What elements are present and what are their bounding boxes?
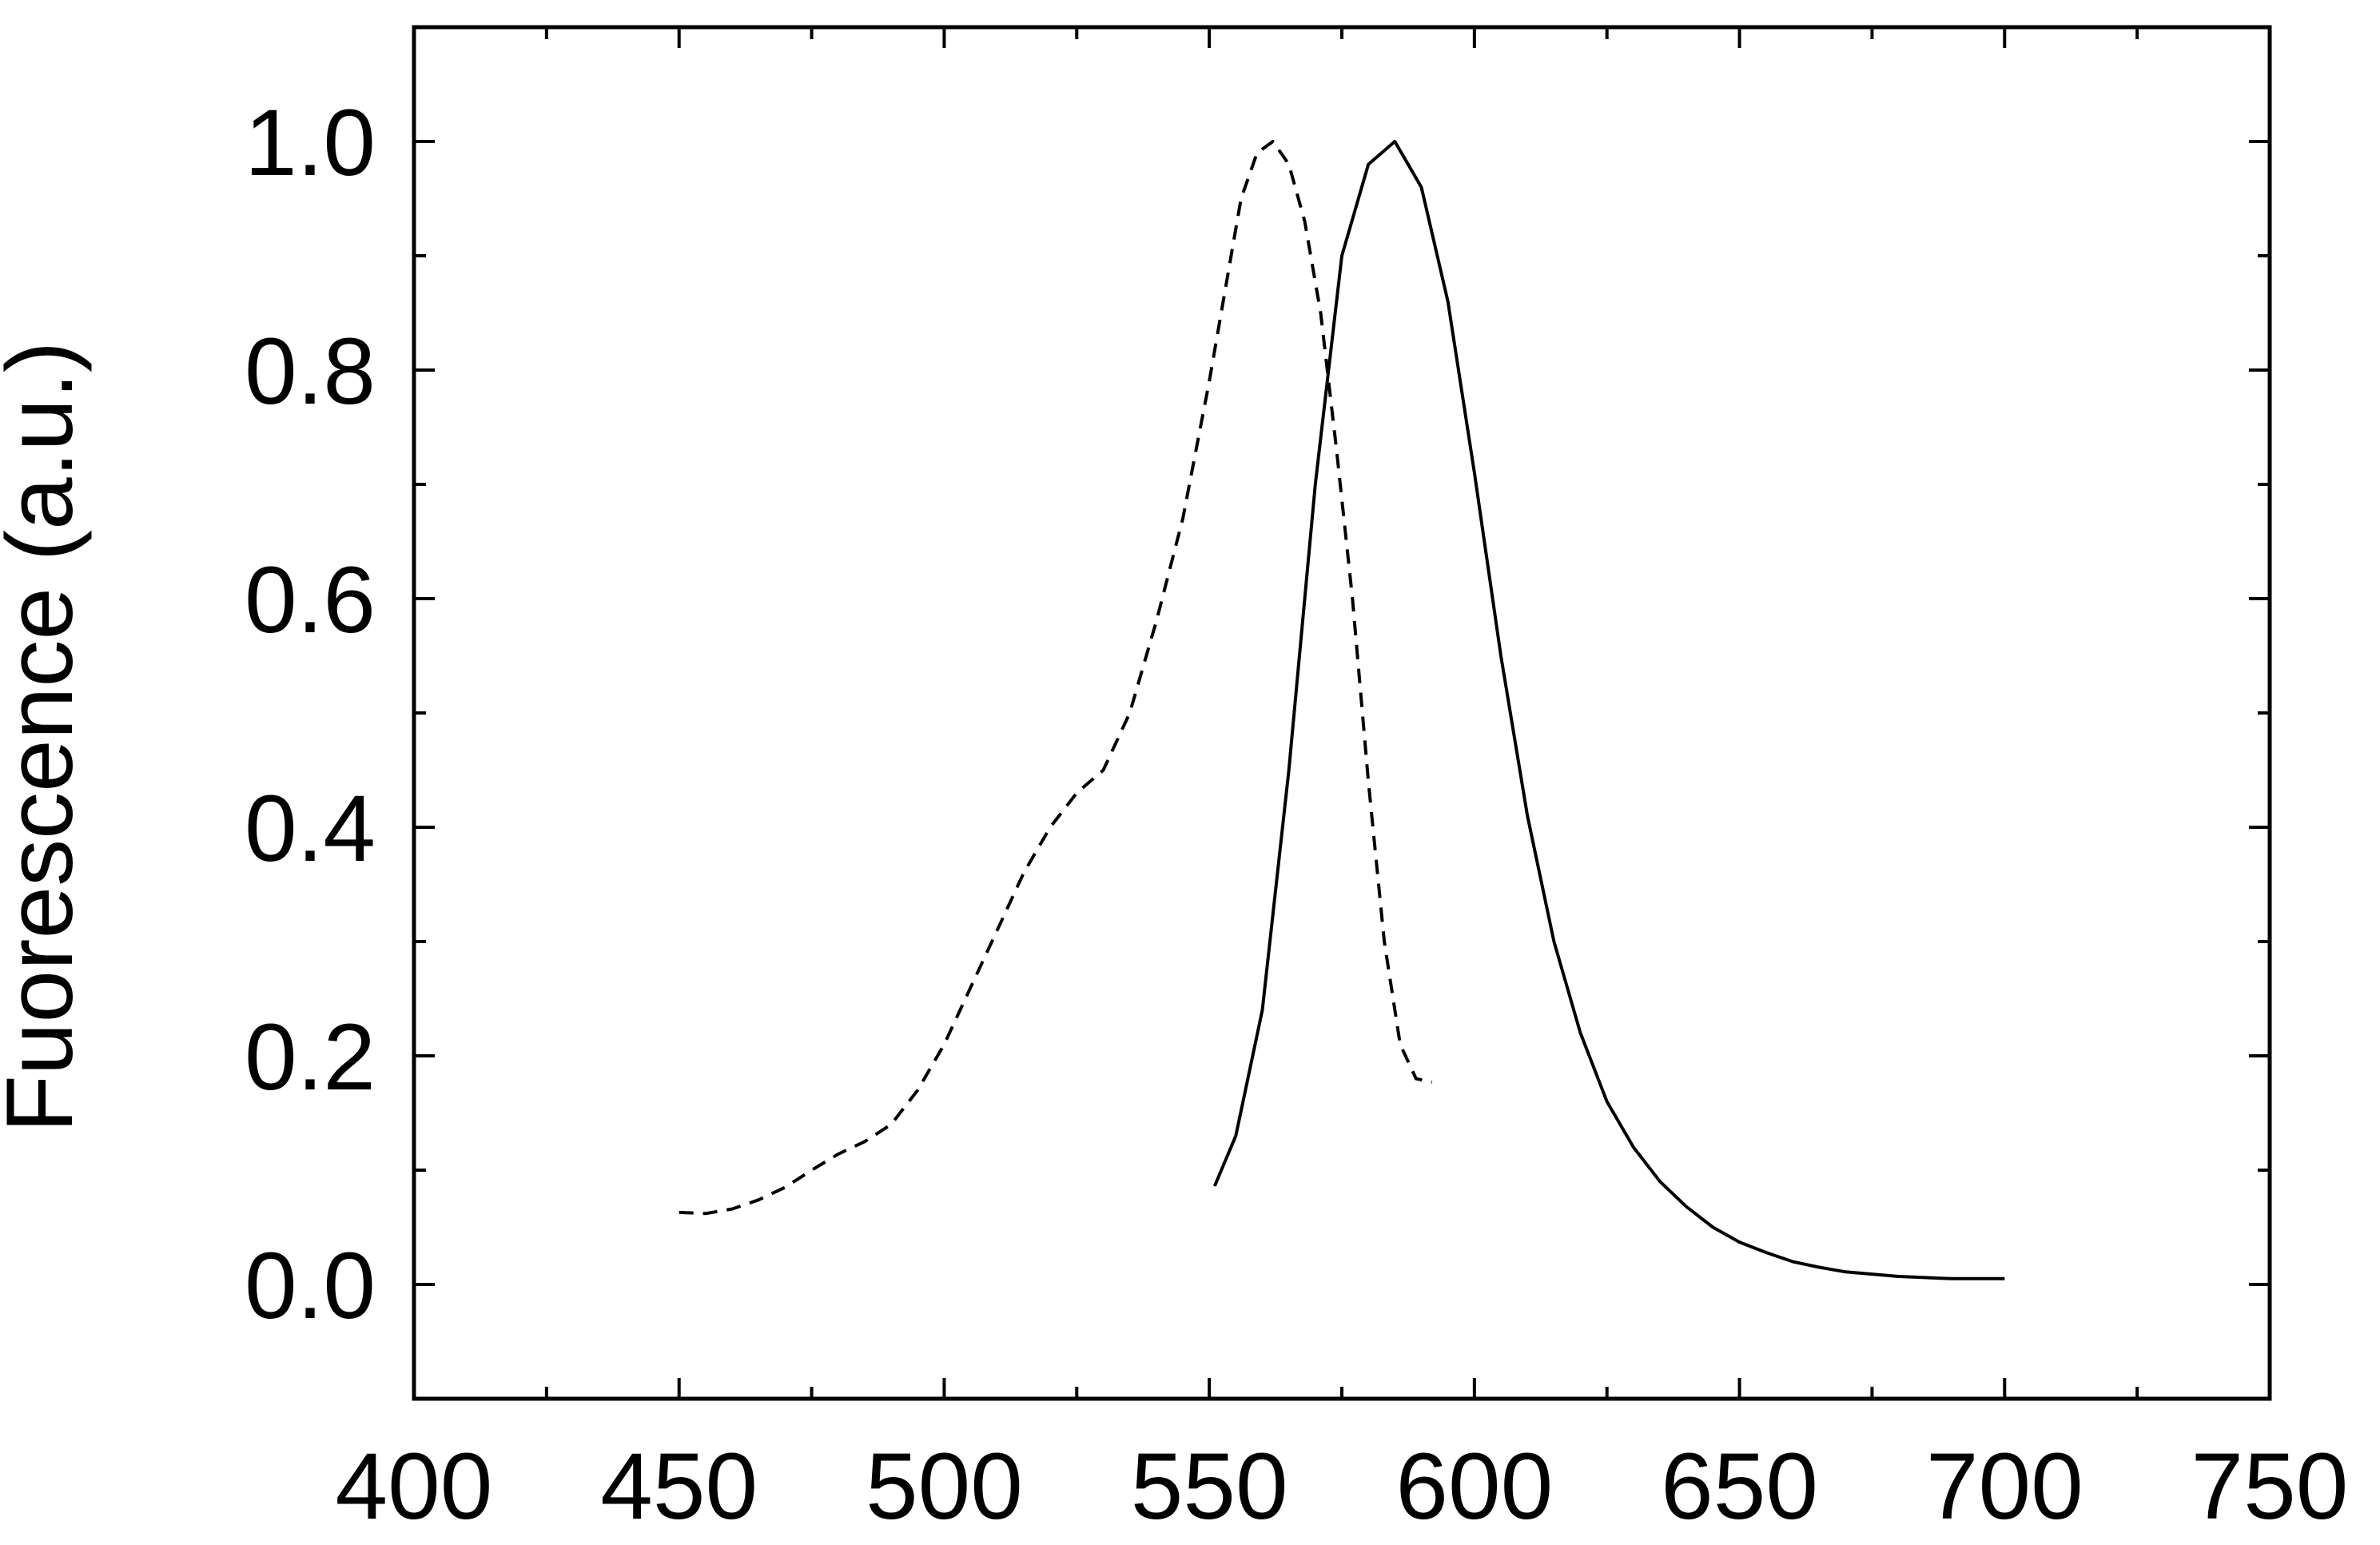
plot-frame — [412, 25, 2272, 1401]
y-tick-label: 0.0 — [245, 1233, 376, 1339]
plot-area: 400 450 500 550 600 650 700 750 0.0 0.2 0.4 0.6 0.8 1… — [245, 25, 2348, 1539]
x-tick-label: 550 — [1131, 1434, 1288, 1539]
dashed-series-line — [679, 140, 1433, 1216]
x-tick-label: 650 — [1661, 1434, 1818, 1539]
x-tick-label: 700 — [1926, 1434, 2083, 1539]
ticks-layer — [412, 26, 2271, 1400]
y-tick-label: 0.8 — [245, 319, 376, 424]
y-tick-label: 1.0 — [245, 90, 376, 196]
x-tick-label: 450 — [600, 1434, 758, 1539]
y-tick-label: 0.6 — [245, 548, 376, 653]
series-layer — [679, 140, 2005, 1280]
x-tick-label: 500 — [866, 1434, 1023, 1539]
x-tick-label: 600 — [1395, 1434, 1553, 1539]
x-tick-label: 750 — [2191, 1434, 2349, 1539]
tick-labels-layer: 400 450 500 550 600 650 700 750 0.0 0.2 0.4 0.6 0.8 1… — [245, 90, 2348, 1539]
solid-series-line — [1212, 140, 2005, 1280]
x-tick-label: 400 — [336, 1434, 493, 1539]
y-axis-title: Fuorescence (a.u.) — [0, 341, 93, 1133]
y-tick-label: 0.2 — [245, 1005, 376, 1110]
y-tick-label: 0.4 — [245, 776, 376, 882]
